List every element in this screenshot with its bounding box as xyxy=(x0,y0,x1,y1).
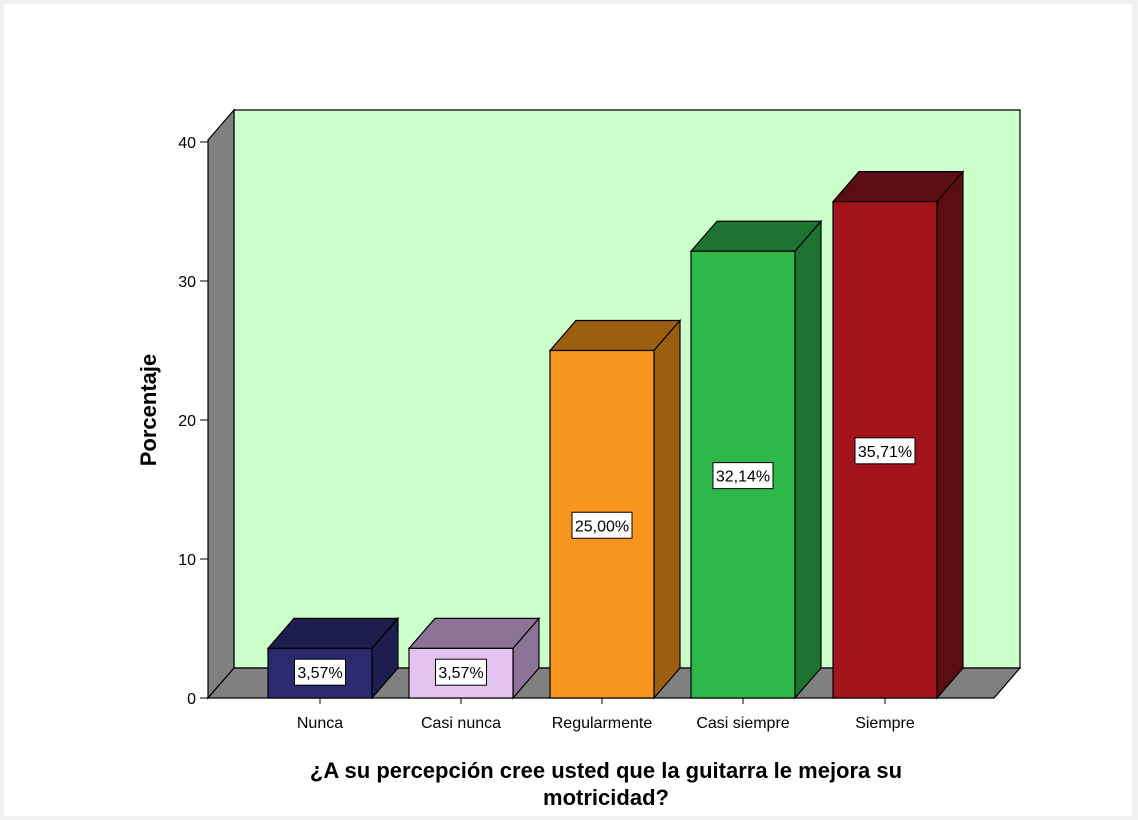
data-label-box xyxy=(854,437,916,465)
data-label: 3,57% xyxy=(438,665,483,682)
x-axis-title-line: ¿A su percepción cree usted que la guita… xyxy=(310,758,902,783)
y-tick-label: 0 xyxy=(187,691,196,708)
y-tick-label: 20 xyxy=(178,413,196,430)
bar xyxy=(408,647,514,699)
x-tick-label: Casi siempre xyxy=(696,715,789,732)
y-tick-label: 40 xyxy=(178,135,196,152)
data-label: 25,00% xyxy=(575,518,629,535)
data-label: 32,14% xyxy=(716,469,770,486)
y-tick-label: 10 xyxy=(178,552,196,569)
data-label-box xyxy=(435,658,487,686)
bar-side-face xyxy=(794,219,822,700)
x-tick-label: Nunca xyxy=(297,715,343,732)
data-label-box xyxy=(571,511,633,539)
data-label-box xyxy=(712,462,774,490)
plot-left-wall xyxy=(207,108,235,700)
x-tick-label: Regularmente xyxy=(552,715,653,732)
bar-side-face xyxy=(936,170,964,700)
data-label: 35,71% xyxy=(858,444,912,461)
bar-side-face xyxy=(653,318,681,700)
data-label: 3,57% xyxy=(297,665,342,682)
chart-frame: 0 10 20 30 40 3,57% Nunca 3,57% Casi nunca 25,00%… xyxy=(4,4,1132,816)
data-label-box xyxy=(294,658,346,686)
x-tick-label: Casi nunca xyxy=(421,715,501,732)
y-axis-title: Porcentaje xyxy=(136,354,161,467)
x-axis-title-line: motricidad? xyxy=(543,785,669,810)
bar-chart: 0 10 20 30 40 3,57% Nunca 3,57% Casi nunca 25,00%… xyxy=(136,108,1022,810)
x-tick-label: Siempre xyxy=(855,715,915,732)
y-tick-label: 30 xyxy=(178,274,196,291)
